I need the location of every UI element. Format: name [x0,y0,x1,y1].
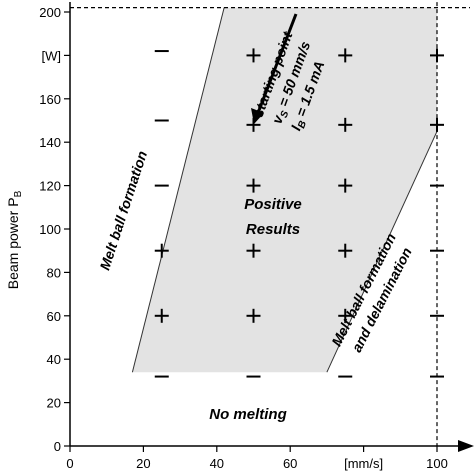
positive-results-label-line2: Results [246,221,300,238]
y-tick-label: 100 [39,222,61,237]
positive-result-marker [246,178,261,193]
positive-result-marker [430,48,444,63]
no-melting-label: No melting [209,406,287,423]
melt-ball-boundary-line [131,7,225,373]
x-tick-label: 40 [210,456,224,471]
y-axis-title-text: Beam power P [5,197,21,289]
x-tick-label: 20 [136,456,150,471]
starting-point-arrow-head [251,108,264,124]
x-tick-label: 60 [283,456,297,471]
y-tick-label: 0 [54,439,61,454]
y-tick-label: 80 [47,265,61,280]
ib-symbol: I [287,123,304,133]
x-tick-label: [mm/s] [344,456,383,471]
starting-point-arrow-shaft [256,13,298,114]
y-tick-label: [W] [42,48,62,63]
y-axis-title-subscript: B [13,190,24,197]
positive-result-marker [154,243,169,258]
positive-result-marker [154,308,169,323]
positive-result-marker [430,117,444,132]
y-tick-label: 60 [47,309,61,324]
y-tick-label: 120 [39,179,61,194]
y-tick-label: 140 [39,135,61,150]
y-tick-label: 160 [39,92,61,107]
positive-result-marker [338,308,353,323]
y-tick-label: 20 [47,396,61,411]
x-tick-label: 100 [426,456,448,471]
x-axis-arrow [458,440,474,452]
positive-result-marker [246,243,261,258]
x-tick-label: 0 [66,456,73,471]
y-tick-label: 40 [47,352,61,367]
y-axis-title: Beam power PB [5,190,24,289]
positive-result-marker [246,48,261,63]
positive-result-marker [338,243,353,258]
positive-results-region [132,7,437,373]
y-tick-label: 200 [39,5,61,20]
delamination-boundary-line [326,131,438,373]
vs-subscript: S [279,109,292,119]
positive-result-marker [338,48,353,63]
positive-results-label-line1: Positive [244,196,302,213]
positive-result-marker [338,117,353,132]
melt-ball-formation-label: Melt ball formation [96,149,150,272]
positive-result-marker [338,178,353,193]
positive-result-marker [246,308,261,323]
ib-subscript: B [296,120,309,131]
